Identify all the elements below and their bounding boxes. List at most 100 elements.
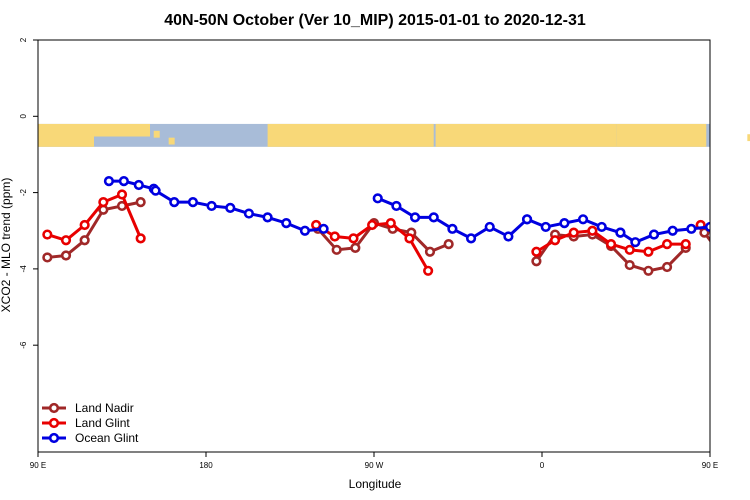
- legend-marker: [48, 402, 60, 414]
- data-point: [661, 261, 673, 273]
- data-point: [521, 214, 533, 225]
- data-point: [624, 244, 635, 255]
- data-point: [587, 225, 598, 236]
- data-point: [79, 235, 90, 246]
- data-point: [648, 229, 660, 240]
- map-land: [267, 123, 434, 147]
- data-point: [719, 254, 727, 262]
- data-point: [549, 235, 561, 246]
- data-point: [643, 265, 654, 276]
- series-line: [703, 231, 710, 243]
- data-point: [299, 225, 311, 236]
- data-point: [262, 212, 273, 223]
- legend-label: Ocean Glint: [75, 431, 139, 445]
- data-point: [667, 225, 678, 236]
- map-land: [626, 138, 632, 146]
- data-point: [423, 265, 434, 276]
- x-tick-label: 180: [199, 461, 213, 470]
- data-point: [367, 219, 378, 231]
- data-point: [531, 246, 542, 257]
- data-point: [725, 219, 733, 227]
- data-point: [318, 223, 329, 234]
- data-point: [424, 246, 436, 257]
- data-point: [615, 227, 626, 238]
- x-tick-label: 0: [540, 461, 545, 470]
- x-axis: 90 E 180 90 W 0 90 E: [30, 452, 718, 470]
- map-land: [616, 123, 707, 147]
- y-axis: 2 0 -2 -4 -6: [19, 37, 38, 349]
- data-point: [42, 252, 53, 263]
- legend-item: Ocean Glint: [42, 431, 139, 445]
- data-point: [409, 212, 421, 223]
- data-point: [465, 233, 477, 244]
- legend-marker: [48, 417, 60, 429]
- series-line: [46, 193, 143, 242]
- data-point: [404, 233, 415, 244]
- map-land: [38, 123, 94, 147]
- data-point: [116, 189, 128, 200]
- chart-title: 40N-50N October (Ver 10_MIP) 2015-01-01 …: [164, 12, 586, 29]
- data-point: [624, 259, 635, 271]
- series-layer: [42, 176, 750, 276]
- data-point: [596, 221, 607, 233]
- data-point: [744, 214, 750, 222]
- series-line: [653, 225, 710, 237]
- data-point: [630, 237, 641, 248]
- data-point: [531, 256, 542, 267]
- map-land: [153, 130, 160, 138]
- data-point: [133, 179, 144, 191]
- data-point: [118, 176, 129, 187]
- data-point: [350, 242, 361, 254]
- map-land: [435, 123, 617, 147]
- data-point: [372, 193, 383, 204]
- map-land: [747, 134, 750, 142]
- data-point: [281, 218, 292, 229]
- data-point: [135, 233, 146, 244]
- data-point: [428, 212, 439, 223]
- data-point: [661, 238, 673, 250]
- data-point: [385, 218, 396, 229]
- x-tick-label: 90 W: [365, 461, 384, 470]
- y-tick-label: -4: [19, 265, 28, 273]
- data-point: [738, 252, 746, 260]
- series-land-glint: [42, 189, 710, 276]
- data-point: [206, 200, 217, 212]
- data-point: [150, 185, 161, 196]
- legend-marker: [48, 432, 60, 444]
- data-point: [98, 197, 109, 208]
- data-point: [559, 218, 570, 229]
- data-point: [391, 200, 402, 212]
- data-point: [103, 176, 115, 187]
- y-axis-label: XCO2 - MLO trend (ppm): [0, 178, 13, 313]
- legend-label: Land Nadir: [75, 401, 134, 415]
- series-line: [154, 189, 324, 233]
- x-axis-label: Longitude: [349, 477, 402, 491]
- data-point: [686, 223, 697, 234]
- map-land: [94, 123, 150, 137]
- map-land: [478, 135, 485, 143]
- data-point: [60, 235, 72, 246]
- y-tick-label: 2: [19, 37, 28, 42]
- map-land: [168, 137, 175, 145]
- data-point: [79, 219, 90, 231]
- data-point: [329, 231, 340, 242]
- data-point: [577, 214, 589, 225]
- data-point: [643, 246, 654, 257]
- legend-item: Land Nadir: [42, 401, 134, 415]
- data-point: [169, 197, 180, 208]
- map-land: [639, 133, 646, 140]
- data-point: [348, 233, 359, 244]
- x-tick-label: 90 E: [702, 461, 718, 470]
- data-point: [243, 208, 255, 219]
- y-tick-label: 0: [19, 114, 28, 119]
- map-land: [463, 128, 470, 136]
- data-point: [568, 227, 579, 238]
- data-point: [135, 197, 146, 208]
- world-map-strip: [38, 123, 750, 147]
- x-tick-label: 90 E: [30, 461, 46, 470]
- series-line: [47, 200, 141, 259]
- data-point: [225, 202, 236, 213]
- data-point: [42, 229, 53, 240]
- data-point: [331, 244, 342, 255]
